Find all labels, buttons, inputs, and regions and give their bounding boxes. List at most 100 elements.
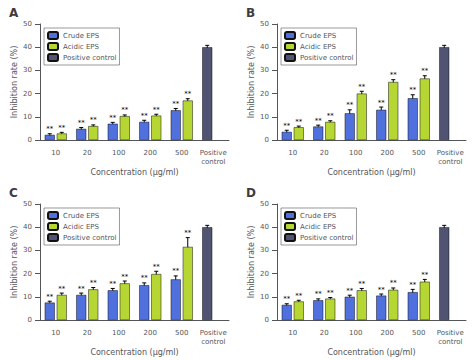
svg-text:**: **: [58, 285, 66, 293]
svg-text:**: **: [141, 112, 149, 120]
svg-text:**: **: [409, 281, 417, 289]
svg-text:10: 10: [23, 293, 32, 301]
svg-text:**: **: [141, 274, 149, 282]
svg-text:0: 0: [28, 316, 32, 324]
svg-text:10: 10: [51, 329, 60, 337]
svg-text:Inhibition rate (%): Inhibition rate (%): [247, 226, 256, 299]
svg-text:Positive control: Positive control: [300, 54, 354, 62]
svg-text:Concentration (μg/ml): Concentration (μg/ml): [327, 348, 415, 357]
svg-text:**: **: [378, 99, 386, 107]
svg-text:500: 500: [412, 329, 425, 337]
svg-text:**: **: [121, 273, 129, 281]
svg-text:20: 20: [260, 270, 269, 278]
svg-text:40: 40: [23, 223, 32, 231]
svg-text:control: control: [201, 338, 225, 346]
svg-text:20: 20: [83, 329, 92, 337]
svg-text:200: 200: [381, 329, 394, 337]
svg-text:20: 20: [320, 149, 329, 157]
svg-text:**: **: [390, 279, 398, 287]
svg-text:**: **: [153, 263, 161, 271]
svg-text:Positive control: Positive control: [63, 54, 117, 62]
svg-text:10: 10: [23, 113, 32, 121]
svg-text:**: **: [153, 106, 161, 114]
svg-text:Positive control: Positive control: [300, 234, 354, 242]
svg-text:100: 100: [112, 149, 125, 157]
svg-text:Inhibition rate (%): Inhibition rate (%): [10, 46, 19, 119]
svg-text:**: **: [90, 116, 98, 124]
svg-text:40: 40: [260, 223, 269, 231]
svg-text:**: **: [78, 119, 86, 127]
svg-text:**: **: [327, 112, 335, 120]
svg-text:**: **: [315, 117, 323, 125]
svg-text:**: **: [295, 292, 303, 300]
svg-text:Positive: Positive: [200, 329, 227, 337]
svg-text:10: 10: [260, 113, 269, 121]
svg-text:10: 10: [288, 149, 297, 157]
svg-text:20: 20: [320, 329, 329, 337]
svg-text:50: 50: [260, 200, 269, 208]
svg-text:50: 50: [23, 20, 32, 28]
svg-text:Inhibition rate (%): Inhibition rate (%): [10, 226, 19, 299]
svg-text:10: 10: [288, 329, 297, 337]
svg-text:200: 200: [144, 329, 157, 337]
svg-text:50: 50: [23, 200, 32, 208]
svg-text:Positive control: Positive control: [63, 234, 117, 242]
svg-text:**: **: [358, 83, 366, 91]
svg-text:**: **: [295, 118, 303, 126]
svg-text:**: **: [58, 124, 66, 132]
svg-text:20: 20: [23, 270, 32, 278]
svg-text:20: 20: [23, 90, 32, 98]
svg-text:30: 30: [23, 66, 32, 74]
svg-text:C: C: [9, 186, 18, 200]
svg-text:**: **: [390, 71, 398, 79]
svg-text:A: A: [9, 6, 19, 20]
svg-text:40: 40: [260, 43, 269, 51]
svg-text:500: 500: [412, 149, 425, 157]
svg-text:**: **: [378, 286, 386, 294]
svg-text:Crude EPS: Crude EPS: [300, 32, 337, 40]
svg-text:**: **: [283, 295, 291, 303]
svg-text:0: 0: [265, 136, 269, 144]
svg-text:30: 30: [260, 246, 269, 254]
svg-text:Acidic EPS: Acidic EPS: [300, 223, 337, 231]
svg-text:Acidic EPS: Acidic EPS: [63, 223, 100, 231]
svg-text:**: **: [421, 67, 429, 75]
svg-text:10: 10: [51, 149, 60, 157]
svg-text:Positive: Positive: [200, 149, 227, 157]
svg-text:40: 40: [23, 43, 32, 51]
svg-text:100: 100: [349, 149, 362, 157]
svg-text:Crude EPS: Crude EPS: [63, 32, 100, 40]
svg-text:**: **: [358, 280, 366, 288]
svg-text:30: 30: [23, 246, 32, 254]
svg-text:control: control: [438, 338, 462, 346]
svg-text:Concentration (μg/ml): Concentration (μg/ml): [90, 348, 178, 357]
svg-text:**: **: [315, 290, 323, 298]
svg-text:0: 0: [28, 136, 32, 144]
svg-text:**: **: [90, 279, 98, 287]
svg-text:B: B: [246, 6, 255, 20]
svg-text:100: 100: [112, 329, 125, 337]
svg-text:Positive: Positive: [437, 149, 464, 157]
svg-text:500: 500: [175, 329, 188, 337]
svg-text:Crude EPS: Crude EPS: [300, 212, 337, 220]
svg-text:Crude EPS: Crude EPS: [63, 212, 100, 220]
svg-text:Acidic EPS: Acidic EPS: [300, 43, 337, 51]
svg-text:**: **: [172, 100, 180, 108]
svg-text:**: **: [184, 90, 192, 98]
svg-text:Acidic EPS: Acidic EPS: [63, 43, 100, 51]
svg-text:**: **: [409, 86, 417, 94]
svg-text:**: **: [283, 122, 291, 130]
svg-text:**: **: [78, 285, 86, 293]
svg-text:**: **: [346, 287, 354, 295]
svg-text:**: **: [346, 101, 354, 109]
svg-text:20: 20: [260, 90, 269, 98]
svg-text:500: 500: [175, 149, 188, 157]
svg-text:**: **: [184, 229, 192, 237]
svg-text:50: 50: [260, 20, 269, 28]
svg-text:200: 200: [144, 149, 157, 157]
svg-text:20: 20: [83, 149, 92, 157]
svg-text:Positive: Positive: [437, 329, 464, 337]
svg-text:200: 200: [381, 149, 394, 157]
svg-text:30: 30: [260, 66, 269, 74]
svg-text:**: **: [172, 267, 180, 275]
